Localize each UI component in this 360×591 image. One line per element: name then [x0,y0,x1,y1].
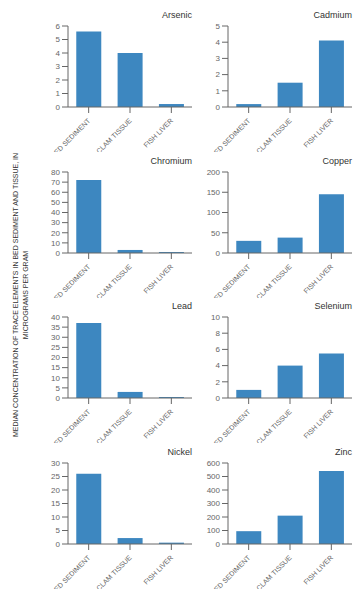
svg-text:5: 5 [56,35,61,44]
svg-text:30: 30 [51,333,60,342]
svg-text:80: 80 [51,167,60,176]
svg-text:500: 500 [207,472,221,481]
svg-text:10: 10 [51,238,60,247]
svg-text:1: 1 [56,89,61,98]
svg-text:5: 5 [56,384,61,393]
svg-text:20: 20 [51,485,60,494]
svg-text:40: 40 [51,313,60,322]
svg-text:0: 0 [216,394,221,403]
svg-text:20: 20 [51,228,60,237]
svg-text:CLAM TISSUE: CLAM TISSUE [255,262,293,297]
svg-text:8: 8 [216,329,221,338]
svg-text:0: 0 [56,394,61,403]
svg-text:BED SEDIMENT: BED SEDIMENT [209,553,252,589]
svg-text:35: 35 [51,323,60,332]
svg-text:300: 300 [207,499,221,508]
svg-text:BED SEDIMENT: BED SEDIMENT [49,262,92,298]
svg-text:100: 100 [207,208,221,217]
svg-text:50: 50 [51,198,60,207]
svg-text:50: 50 [211,228,220,237]
svg-text:BED SEDIMENT: BED SEDIMENT [209,407,252,443]
svg-text:10: 10 [51,374,60,383]
svg-text:30: 30 [51,218,60,227]
svg-text:1: 1 [216,87,221,96]
svg-text:BED SEDIMENT: BED SEDIMENT [209,116,252,152]
svg-text:5: 5 [56,526,61,535]
svg-text:0: 0 [56,539,61,548]
svg-text:FISH LIVER: FISH LIVER [302,553,334,585]
svg-text:FISH LIVER: FISH LIVER [142,553,174,585]
svg-text:CLAM TISSUE: CLAM TISSUE [95,553,133,588]
svg-text:BED SEDIMENT: BED SEDIMENT [49,116,92,152]
html-text:Chromium: Chromium [150,155,192,166]
svg-text:5: 5 [216,22,221,31]
svg-text:4: 4 [56,49,61,58]
svg-text:40: 40 [51,208,60,217]
svg-text:6: 6 [56,22,61,31]
html-text:Arsenic: Arsenic [162,10,192,20]
svg-text:MICROGRAMS PER GRAM: MICROGRAMS PER GRAM [22,251,29,339]
svg-text:FISH LIVER: FISH LIVER [302,262,334,294]
svg-text:FISH LIVER: FISH LIVER [142,408,174,440]
svg-text:400: 400 [207,485,221,494]
svg-text:200: 200 [207,167,221,176]
svg-text:BED SEDIMENT: BED SEDIMENT [209,262,252,298]
svg-text:6: 6 [216,345,221,354]
svg-text:FISH LIVER: FISH LIVER [302,117,334,149]
svg-text:BED SEDIMENT: BED SEDIMENT [49,553,92,589]
html-text:Lead: Lead [172,301,192,311]
svg-text:BED SEDIMENT: BED SEDIMENT [49,407,92,443]
svg-text:0: 0 [216,248,221,257]
html-text:Selenium: Selenium [314,301,352,311]
svg-text:20: 20 [51,353,60,362]
html-text:Nickel: Nickel [167,446,192,457]
html-text:Cadmium: Cadmium [313,10,352,20]
svg-text:MEDIAN CONCENTRATION OF TRACE: MEDIAN CONCENTRATION OF TRACE ELEMENTS I… [12,153,19,437]
svg-text:10: 10 [51,512,60,521]
svg-text:3: 3 [56,62,61,71]
svg-text:60: 60 [51,188,60,197]
svg-text:15: 15 [51,499,60,508]
html-text:Zinc: Zinc [335,446,352,457]
svg-text:CLAM TISSUE: CLAM TISSUE [95,262,133,297]
svg-text:FISH LIVER: FISH LIVER [142,262,174,294]
svg-text:15: 15 [51,363,60,372]
svg-text:10: 10 [211,313,220,322]
svg-text:CLAM TISSUE: CLAM TISSUE [95,408,133,443]
svg-text:2: 2 [216,70,221,79]
svg-text:4: 4 [216,38,221,47]
svg-text:CLAM TISSUE: CLAM TISSUE [255,117,293,152]
svg-text:25: 25 [51,343,60,352]
svg-text:200: 200 [207,512,221,521]
svg-text:0: 0 [56,248,61,257]
svg-text:CLAM TISSUE: CLAM TISSUE [95,117,133,152]
svg-text:2: 2 [216,378,221,387]
svg-text:FISH LIVER: FISH LIVER [302,408,334,440]
svg-text:70: 70 [51,177,60,186]
svg-text:150: 150 [207,188,221,197]
svg-text:2: 2 [56,76,61,85]
svg-text:CLAM TISSUE: CLAM TISSUE [255,408,293,443]
svg-text:0: 0 [216,539,221,548]
svg-text:0: 0 [216,103,221,112]
html-text:Copper: Copper [322,155,352,166]
svg-text:30: 30 [51,458,60,467]
svg-text:100: 100 [207,526,221,535]
svg-text:4: 4 [216,361,221,370]
svg-text:600: 600 [207,458,221,467]
svg-text:3: 3 [216,54,221,63]
svg-text:CLAM TISSUE: CLAM TISSUE [255,553,293,588]
svg-text:FISH LIVER: FISH LIVER [142,117,174,149]
svg-text:25: 25 [51,472,60,481]
svg-text:0: 0 [56,103,61,112]
